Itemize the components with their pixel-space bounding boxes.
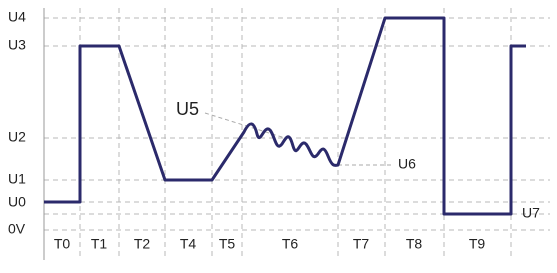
phase-label: T8 (406, 236, 423, 252)
phase-label: T9 (469, 236, 486, 252)
phase-label: T4 (180, 236, 197, 252)
phase-label: T0 (54, 236, 71, 252)
phase-label: T5 (219, 236, 236, 252)
right-level-label: U7 (522, 205, 540, 221)
phase-label: T1 (91, 236, 108, 252)
level-label: U2 (8, 129, 26, 145)
level-label: U1 (8, 171, 26, 187)
level-label: U4 (8, 9, 26, 25)
phase-label: T7 (353, 236, 370, 252)
level-label: U0 (8, 194, 26, 210)
callout-label: U5 (176, 99, 199, 119)
level-grid (44, 17, 550, 231)
phase-label: T2 (134, 236, 151, 252)
callout-label: U6 (398, 156, 416, 172)
level-label: 0V (8, 221, 26, 237)
waveform (44, 16, 526, 216)
phase-label: T6 (282, 236, 299, 252)
level-label: U3 (8, 37, 26, 53)
